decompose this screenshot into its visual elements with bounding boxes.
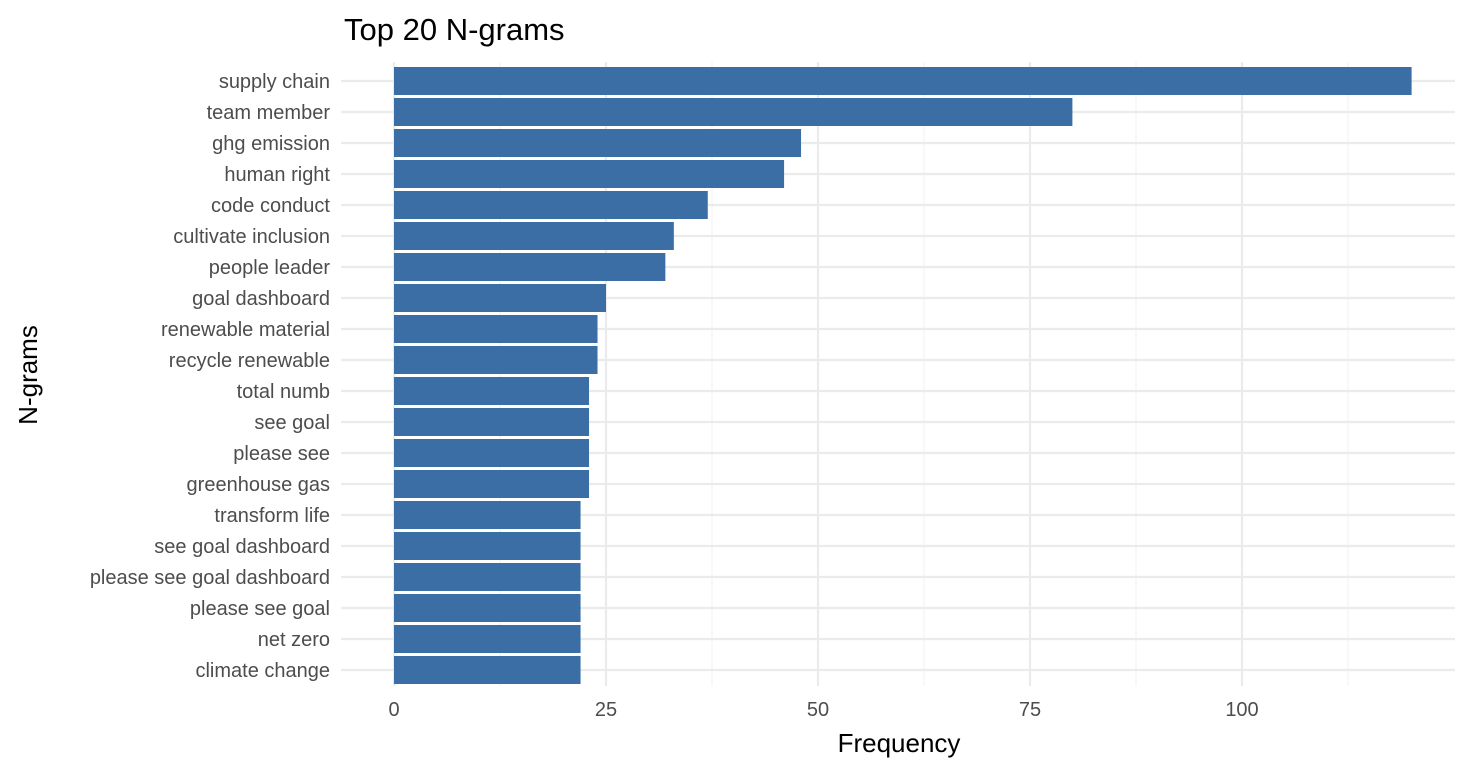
bar bbox=[394, 501, 581, 529]
x-axis-title: Frequency bbox=[838, 728, 961, 758]
bar bbox=[394, 253, 666, 281]
y-tick-label: supply chain bbox=[219, 71, 330, 93]
x-tick-label: 50 bbox=[807, 699, 829, 721]
x-tick-label: 75 bbox=[1019, 699, 1041, 721]
bar bbox=[394, 625, 581, 653]
bar bbox=[394, 563, 581, 591]
bar bbox=[394, 532, 581, 560]
y-tick-labels: supply chain team member ghg emission human… bbox=[90, 71, 331, 682]
y-tick-label: renewable material bbox=[161, 319, 330, 341]
y-tick-label: cultivate inclusion bbox=[173, 226, 330, 248]
bar bbox=[394, 191, 708, 219]
bar bbox=[394, 377, 590, 405]
bar bbox=[394, 160, 785, 188]
bar bbox=[394, 315, 598, 343]
y-tick-label: ghg emission bbox=[212, 133, 330, 155]
y-axis-title: N-grams bbox=[13, 325, 43, 425]
y-tick-label: see goal dashboard bbox=[154, 536, 330, 558]
bar bbox=[394, 222, 674, 250]
y-tick-label: team member bbox=[207, 102, 331, 124]
bar bbox=[394, 408, 590, 436]
y-tick-label: please see goal dashboard bbox=[90, 567, 330, 589]
y-tick-label: see goal bbox=[254, 412, 330, 434]
y-tick-label: human right bbox=[224, 164, 330, 186]
bar bbox=[394, 98, 1073, 126]
bar bbox=[394, 656, 581, 684]
y-tick-label: goal dashboard bbox=[192, 288, 330, 310]
y-tick-label: total numb bbox=[237, 381, 330, 403]
x-tick-label: 100 bbox=[1225, 699, 1258, 721]
x-tick-labels: 0 25 50 75 100 bbox=[388, 699, 1258, 721]
y-tick-label: recycle renewable bbox=[169, 350, 330, 372]
y-tick-label: greenhouse gas bbox=[187, 474, 330, 496]
y-tick-label: transform life bbox=[214, 505, 330, 527]
y-tick-label: please see bbox=[233, 443, 330, 465]
bar bbox=[394, 346, 598, 374]
x-tick-label: 0 bbox=[388, 699, 399, 721]
bar bbox=[394, 284, 606, 312]
x-tick-label: 25 bbox=[595, 699, 617, 721]
bar bbox=[394, 439, 590, 467]
y-tick-label: code conduct bbox=[211, 195, 330, 217]
bar bbox=[394, 67, 1412, 95]
bar bbox=[394, 129, 802, 157]
y-tick-label: please see goal bbox=[190, 598, 330, 620]
bar bbox=[394, 594, 581, 622]
bar bbox=[394, 470, 590, 498]
chart-title: Top 20 N-grams bbox=[344, 12, 565, 47]
bars-group bbox=[394, 67, 1412, 684]
y-tick-label: climate change bbox=[195, 660, 330, 682]
y-tick-label: net zero bbox=[258, 629, 330, 651]
y-tick-label: people leader bbox=[209, 257, 331, 279]
